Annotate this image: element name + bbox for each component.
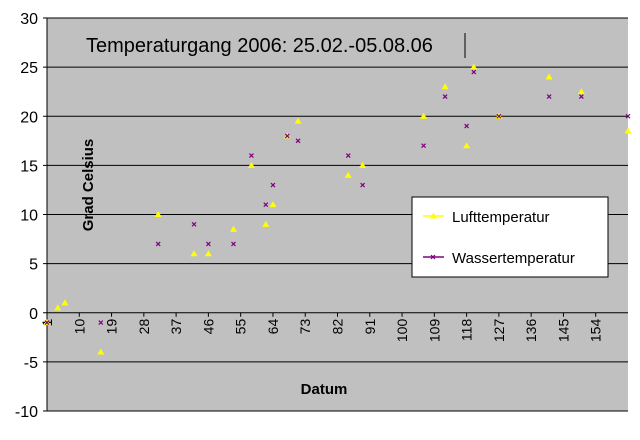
x-axis-ticks: 1101928374655647382911001091181271361451… xyxy=(39,312,604,343)
x-tick-label: 91 xyxy=(362,319,378,335)
x-tick-label: 73 xyxy=(297,319,313,335)
legend-label-luft: Lufttemperatur xyxy=(452,209,550,226)
x-tick-label: 109 xyxy=(426,319,442,343)
legend-box xyxy=(411,196,609,278)
legend-marker-wasser xyxy=(430,254,436,260)
wassertemperatur-point xyxy=(155,241,161,247)
lufttemperatur-point xyxy=(344,171,352,178)
y-axis-label: Grad Celsius xyxy=(80,139,97,232)
wassertemperatur-point xyxy=(345,153,351,158)
y-tick-label: 30 xyxy=(20,11,38,28)
lufttemperatur-point xyxy=(577,88,585,95)
x-tick-label: 127 xyxy=(491,319,507,343)
wassertemperatur-point xyxy=(295,138,301,144)
y-axis-ticks: -10 -5 0 5 10 15 20 25 30 xyxy=(15,11,47,421)
x-tick-label: 37 xyxy=(168,319,184,335)
lufttemperatur-point xyxy=(97,348,105,355)
wassertemperatur-point xyxy=(421,143,426,149)
x-tick-label: 19 xyxy=(104,319,120,335)
wassertemperatur-point xyxy=(191,221,197,227)
x-tick-label: 55 xyxy=(233,319,249,335)
x-tick-label: 136 xyxy=(523,319,539,343)
wassertemperatur-point xyxy=(496,113,502,119)
wassertemperatur-point xyxy=(231,241,236,247)
wassertemperatur-point xyxy=(44,320,50,325)
lufttemperatur-point xyxy=(624,127,632,134)
x-axis-label: Datum xyxy=(301,381,348,398)
lufttemperatur-point xyxy=(154,211,162,217)
wassertemperatur-point xyxy=(578,94,584,100)
lufttemperatur-point xyxy=(262,220,270,227)
lufttemperatur-point xyxy=(204,250,212,257)
legend-label-wasser: Wassertemperatur xyxy=(452,250,575,267)
wassertemperatur-point xyxy=(360,182,366,188)
legend-marker-luft xyxy=(430,212,437,219)
wassertemperatur-point xyxy=(464,123,470,129)
wassertemperatur-point xyxy=(284,133,290,139)
x-tick-label: 28 xyxy=(136,319,152,335)
y-tick-label: 10 xyxy=(20,208,38,225)
wassertemperatur-point xyxy=(270,182,276,188)
lufttemperatur-point xyxy=(441,83,449,90)
x-tick-label: 10 xyxy=(71,319,87,335)
wassertemperatur-point xyxy=(263,202,269,208)
wassertemperatur-point xyxy=(546,94,552,100)
chart-title: Temperaturgang 2006: 25.02.-05.08.06 xyxy=(86,35,433,57)
wassertemperatur-point xyxy=(442,94,448,100)
lufttemperatur-point xyxy=(54,304,62,311)
lufttemperatur-point xyxy=(420,112,428,119)
y-tick-label: 20 xyxy=(20,109,38,126)
lufttemperatur-point xyxy=(269,201,277,208)
y-tick-label: -10 xyxy=(15,404,38,421)
x-tick-label: 64 xyxy=(265,319,281,335)
data-marks xyxy=(43,63,632,355)
lufttemperatur-point xyxy=(190,250,198,257)
x-tick-label: 82 xyxy=(330,319,346,335)
lufttemperatur-point xyxy=(61,299,69,306)
lufttemperatur-point xyxy=(294,117,302,124)
wassertemperatur-point xyxy=(249,153,254,158)
wassertemperatur-point xyxy=(471,69,477,75)
y-tick-label: -5 xyxy=(24,355,38,372)
lufttemperatur-point xyxy=(359,161,367,168)
lufttemperatur-point xyxy=(229,225,237,232)
y-tick-label: 25 xyxy=(20,60,38,77)
lufttemperatur-point xyxy=(470,63,478,70)
y-tick-label: 5 xyxy=(29,257,38,274)
x-tick-label: 100 xyxy=(394,319,410,343)
legend: Lufttemperatur Wassertemperatur xyxy=(411,196,609,278)
wassertemperatur-point xyxy=(205,241,211,247)
x-tick-label: 46 xyxy=(200,319,216,335)
y-tick-label: 0 xyxy=(29,306,38,323)
y-tick-label: 15 xyxy=(20,158,38,175)
lufttemperatur-point xyxy=(463,142,471,149)
x-tick-label: 145 xyxy=(555,319,571,343)
wassertemperatur-point xyxy=(98,320,104,325)
x-tick-label: 118 xyxy=(459,319,475,342)
x-tick-label: 154 xyxy=(588,319,604,343)
lufttemperatur-point xyxy=(247,161,255,168)
wassertemperatur-point xyxy=(625,113,631,119)
lufttemperatur-point xyxy=(545,73,553,80)
